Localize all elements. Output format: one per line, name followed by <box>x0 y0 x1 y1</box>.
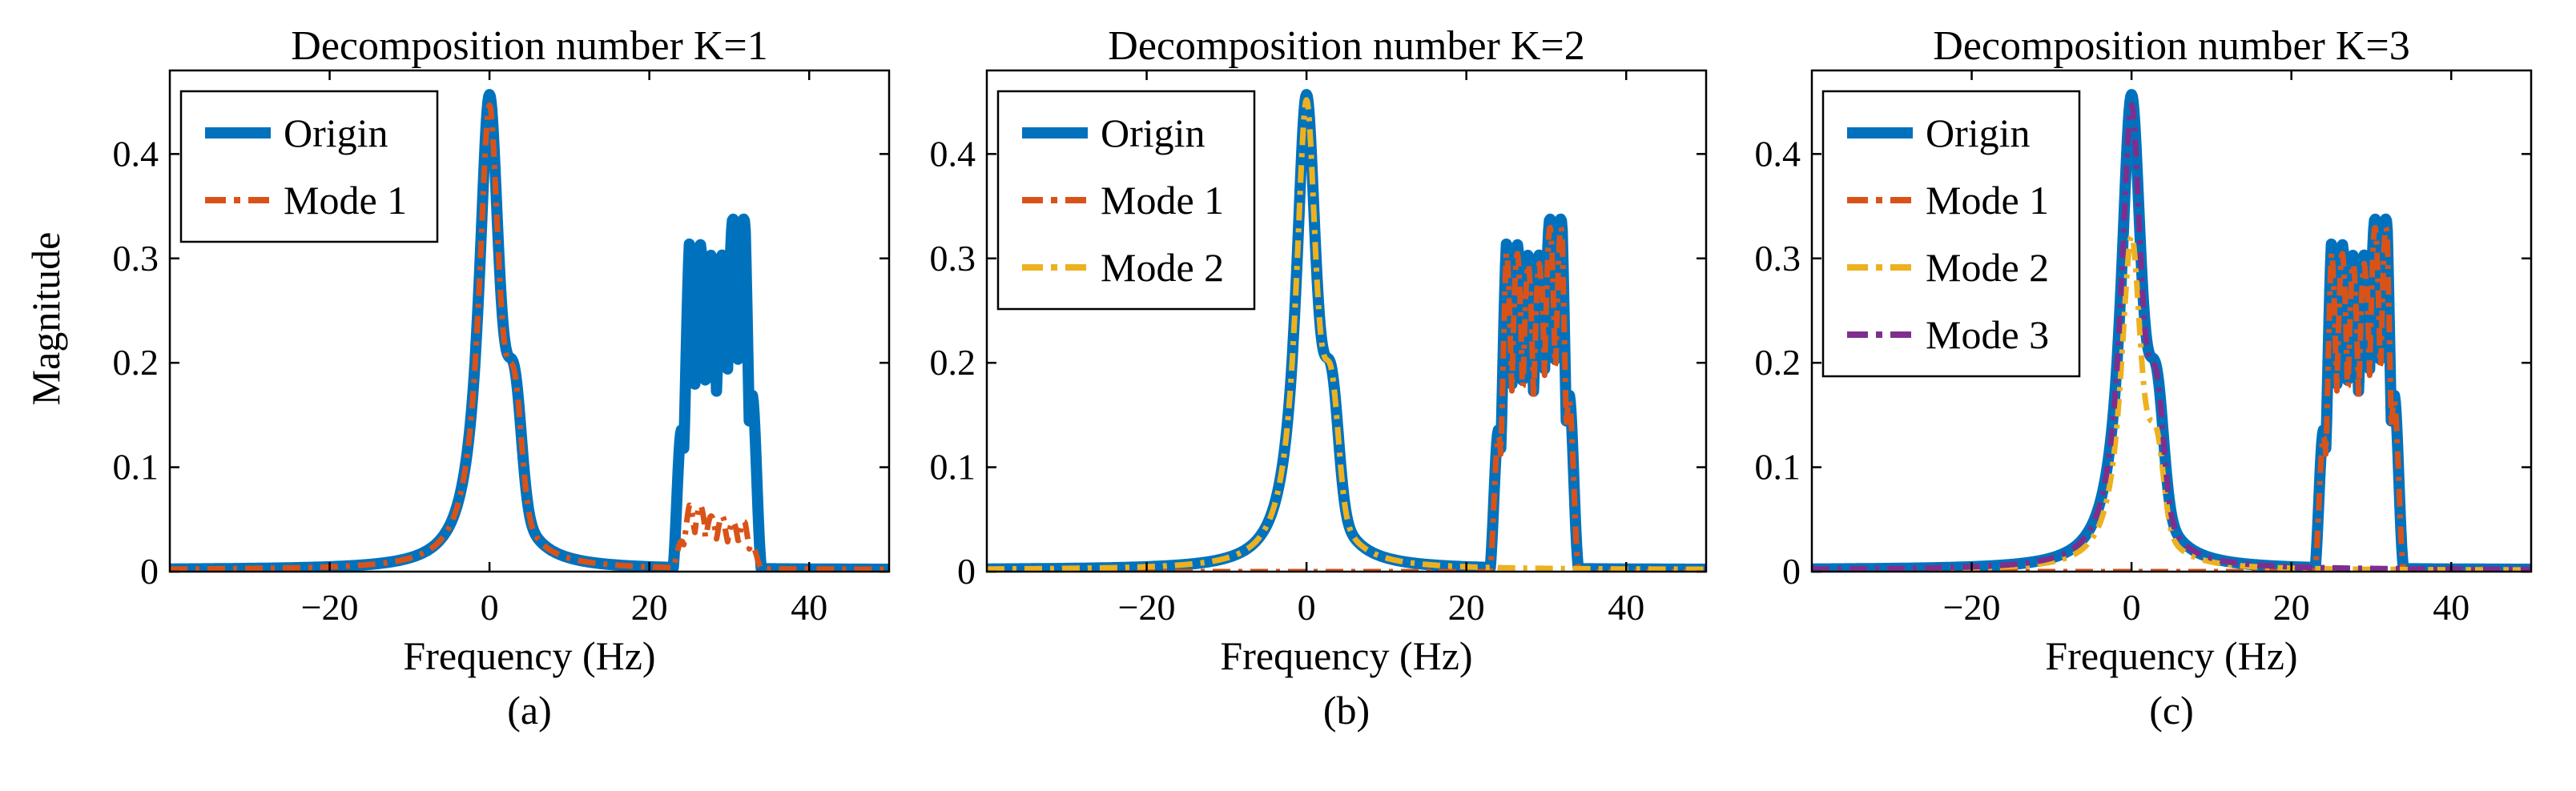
legend-label: Origin <box>1926 110 2031 155</box>
x-axis-label: Frequency (Hz) <box>403 633 655 678</box>
x-tick-label: 20 <box>631 587 668 628</box>
panel-1: −20 0 20 40 0 0.1 0.2 0.3 0.4 Decomposition numbe… <box>113 23 891 733</box>
x-tick-label: −20 <box>301 587 359 628</box>
x-tick-label: −20 <box>1118 587 1176 628</box>
legend: Origin Mode 1 <box>179 90 439 243</box>
legend-box <box>179 90 439 243</box>
panel-3: −20 0 20 40 0 0.1 0.2 0.3 0.4 Decomposition numbe… <box>1755 23 2533 733</box>
x-tick-label: 40 <box>1608 587 1644 628</box>
y-tick-label: 0.3 <box>113 238 159 279</box>
x-axis-label: Frequency (Hz) <box>2045 633 2297 678</box>
series-group <box>170 89 889 572</box>
legend-label: Mode 1 <box>284 178 407 223</box>
x-tick-label: 0 <box>2123 587 2141 628</box>
x-tick-label: 20 <box>1448 587 1485 628</box>
panel-caption: (a) <box>507 688 552 733</box>
legend-label: Origin <box>284 110 388 155</box>
legend-label: Mode 1 <box>1101 178 1224 223</box>
legend-box <box>1821 90 2081 378</box>
legend: Origin Mode 1 Mode 2 Mode 3 <box>1821 90 2081 378</box>
plot-frame <box>168 69 891 573</box>
plot-frame <box>985 69 1708 573</box>
y-tick-label: 0.2 <box>930 342 976 383</box>
panel-caption: (b) <box>1323 688 1370 733</box>
series-group <box>987 89 1706 572</box>
chart-title: Decomposition number K=2 <box>1108 23 1584 69</box>
y-tick-label: 0 <box>1782 551 1801 592</box>
plot-frame <box>1810 69 2533 573</box>
y-tick-label: 0 <box>140 551 159 592</box>
x-axis-label: Frequency (Hz) <box>1220 633 1472 678</box>
legend-label: Origin <box>1101 110 1205 155</box>
y-tick-label: 0.2 <box>1755 342 1801 383</box>
series-group <box>1812 89 2531 572</box>
panel-caption: (c) <box>2149 688 2194 733</box>
legend-label: Mode 1 <box>1926 178 2049 223</box>
legend-label: Mode 2 <box>1926 245 2049 290</box>
chart-title: Decomposition number K=3 <box>1933 23 2409 69</box>
legend-label: Mode 3 <box>1926 312 2049 357</box>
x-tick-label: 0 <box>481 587 499 628</box>
y-axis-label: Magnitude <box>23 232 68 406</box>
x-tick-label: 40 <box>791 587 827 628</box>
series-line-mode-2 <box>987 97 1706 572</box>
y-tick-label: 0.3 <box>1755 238 1801 279</box>
panels-group: −20 0 20 40 0 0.1 0.2 0.3 0.4 Decomposition numbe… <box>113 23 2533 733</box>
series-line-mode-1 <box>170 102 889 572</box>
y-tick-label: 0.1 <box>930 447 976 488</box>
y-tick-label: 0.4 <box>1755 133 1801 174</box>
chart-title: Decomposition number K=1 <box>291 23 767 69</box>
series-line-mode-3 <box>1812 102 2531 572</box>
x-tick-label: 0 <box>1298 587 1316 628</box>
y-tick-label: 0 <box>957 551 976 592</box>
y-tick-label: 0.1 <box>113 447 159 488</box>
y-tick-label: 0.3 <box>930 238 976 279</box>
x-tick-label: −20 <box>1943 587 2001 628</box>
legend: Origin Mode 1 Mode 2 <box>996 90 1256 311</box>
x-tick-label: 20 <box>2273 587 2310 628</box>
y-tick-label: 0.4 <box>930 133 976 174</box>
panel-2: −20 0 20 40 0 0.1 0.2 0.3 0.4 Decomposition numbe… <box>930 23 1708 733</box>
x-tick-label: 40 <box>2433 587 2469 628</box>
y-tick-label: 0.1 <box>1755 447 1801 488</box>
legend-label: Mode 2 <box>1101 245 1224 290</box>
y-tick-label: 0.4 <box>113 133 159 174</box>
y-tick-label: 0.2 <box>113 342 159 383</box>
